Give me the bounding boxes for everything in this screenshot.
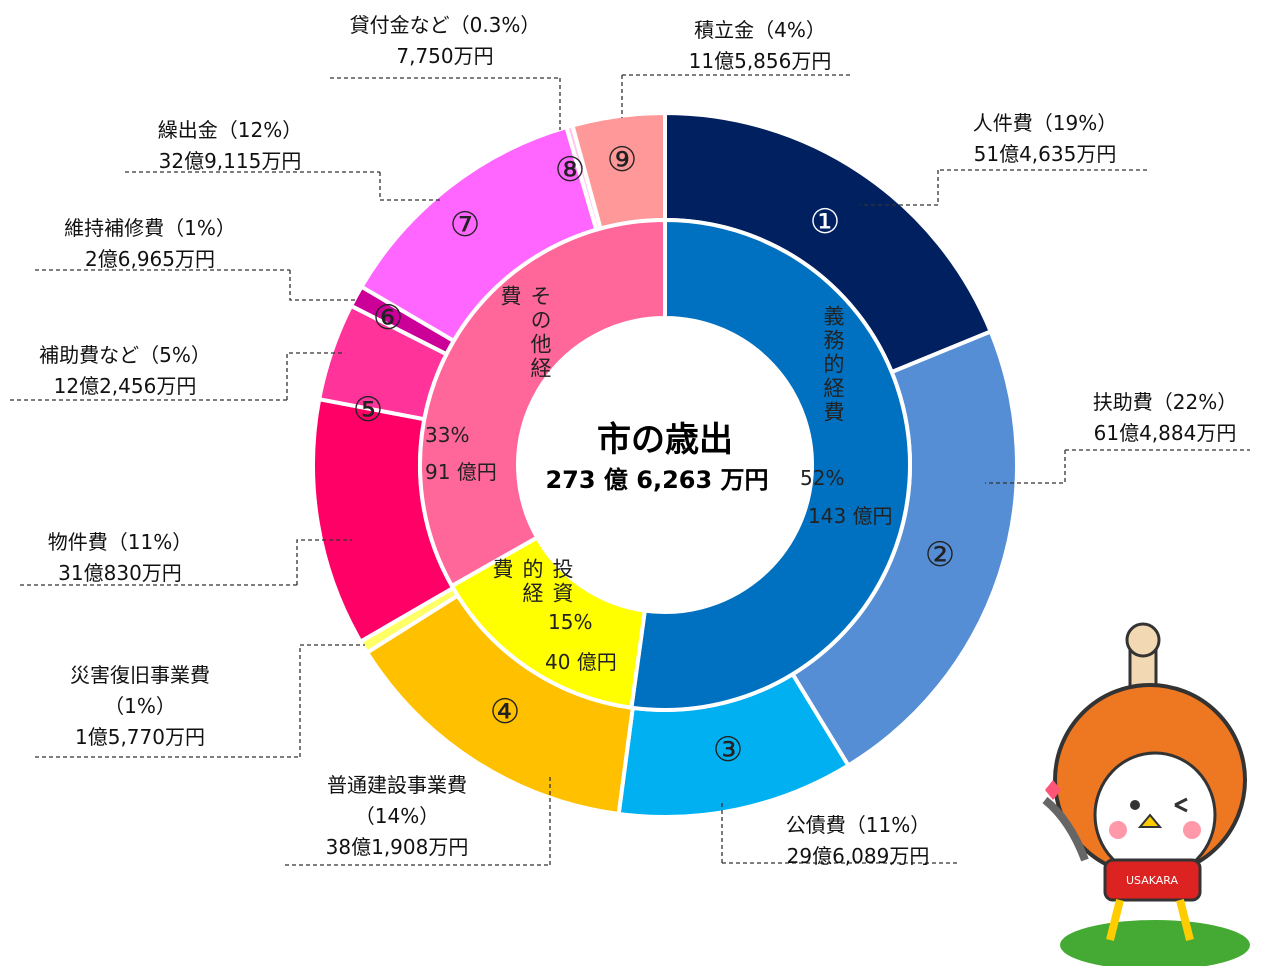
- segment-number: ⑤: [353, 390, 383, 430]
- segment-label: 公債費（11%）29億6,089万円: [786, 810, 930, 872]
- category-name: 災害復旧事業費（1%）: [60, 660, 220, 722]
- inner-percent: 33%: [425, 423, 469, 447]
- segment-number: ①: [810, 202, 840, 242]
- segment-label: 維持補修費（1%）2億6,965万円: [64, 213, 236, 275]
- value-label: 12億2,456万円: [39, 371, 211, 402]
- value-label: 32億9,115万円: [158, 146, 302, 177]
- segment-number: ③: [713, 730, 743, 770]
- inner-value: 40 億円: [545, 646, 617, 675]
- inner-percent: 15%: [548, 610, 592, 634]
- leader-line: [330, 78, 560, 130]
- segment-number: ⑥: [373, 298, 403, 338]
- category-name: 人件費（19%）: [973, 108, 1117, 139]
- value-label: 61億4,884万円: [1093, 418, 1237, 449]
- stage: USAKARA 市の歳出 273 億 6,263 万円 人件費（19%）51億4…: [0, 0, 1261, 966]
- inner-value: 143 億円: [808, 500, 893, 529]
- category-name: 物件費（11%）: [48, 527, 192, 558]
- value-label: 29億6,089万円: [786, 841, 930, 872]
- mascot: USAKARA: [1045, 624, 1250, 966]
- inner-category: 義務的経費: [818, 305, 848, 425]
- category-name: 公債費（11%）: [786, 810, 930, 841]
- value-label: 38億1,908万円: [317, 832, 477, 863]
- segment-label: 補助費など（5%）12億2,456万円: [39, 340, 211, 402]
- value-label: 11億5,856万円: [689, 46, 832, 77]
- leader-line: [985, 450, 1250, 483]
- segment-label: 普通建設事業費（14%）38億1,908万円: [317, 770, 477, 863]
- segment-label: 人件費（19%）51億4,635万円: [973, 108, 1117, 170]
- category-name: 繰出金（12%）: [158, 115, 302, 146]
- value-label: 51億4,635万円: [973, 139, 1117, 170]
- value-label: 1億5,770万円: [60, 722, 220, 753]
- segment-label: 災害復旧事業費（1%）1億5,770万円: [60, 660, 220, 753]
- segment-label: 物件費（11%）31億830万円: [48, 527, 192, 589]
- inner-value: 91 億円: [425, 456, 497, 485]
- value-label: 7,750万円: [350, 41, 541, 72]
- leader-line: [860, 170, 1150, 205]
- category-name: 積立金（4%）: [689, 15, 832, 46]
- inner-category: その他経費: [495, 285, 555, 390]
- segment-number: ⑦: [450, 205, 480, 245]
- category-name: 維持補修費（1%）: [64, 213, 236, 244]
- category-name: 扶助費（22%）: [1093, 387, 1237, 418]
- svg-text:USAKARA: USAKARA: [1126, 874, 1179, 887]
- chart-title: 市の歳出: [597, 412, 733, 461]
- value-label: 31億830万円: [48, 558, 192, 589]
- total-label: 273 億 6,263 万円: [545, 460, 768, 495]
- category-name: 普通建設事業費（14%）: [317, 770, 477, 832]
- segment-number: ⑧: [555, 150, 585, 190]
- segment-label: 貸付金など（0.3%）7,750万円: [350, 10, 541, 72]
- segment-label: 扶助費（22%）61億4,884万円: [1093, 387, 1237, 449]
- segment-number: ⑨: [607, 140, 637, 180]
- value-label: 2億6,965万円: [64, 244, 236, 275]
- segment-number: ②: [925, 535, 955, 575]
- segment-number: ④: [490, 692, 520, 732]
- inner-percent: 52%: [800, 466, 844, 490]
- segment-label: 積立金（4%）11億5,856万円: [689, 15, 832, 77]
- category-name: 補助費など（5%）: [39, 340, 211, 371]
- category-name: 貸付金など（0.3%）: [350, 10, 541, 41]
- segment-label: 繰出金（12%）32億9,115万円: [158, 115, 302, 177]
